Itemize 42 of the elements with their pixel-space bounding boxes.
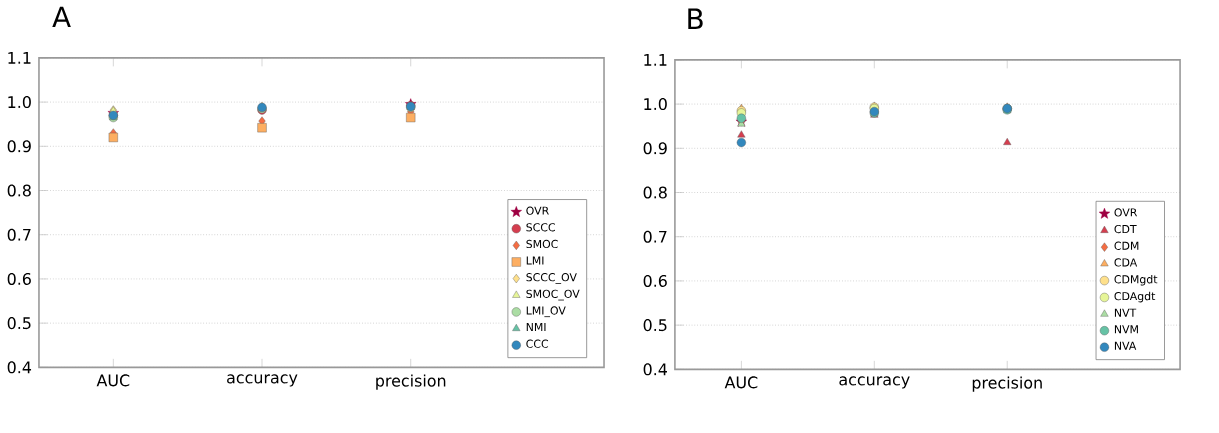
legend-label: SMOC_OV xyxy=(526,289,580,301)
y-tick-label: 1.1 xyxy=(8,51,31,64)
legend-label: NVM xyxy=(1114,325,1138,334)
y-tick-label: 0.8 xyxy=(643,186,667,199)
x-tick-label: AUC xyxy=(96,374,130,387)
legend-label: CDAgdt xyxy=(1114,291,1156,303)
chart-title: A xyxy=(52,6,71,27)
x-tick-label: accuracy xyxy=(839,376,910,389)
legend-label: CDM xyxy=(1114,241,1139,250)
chart-title: B xyxy=(688,8,703,29)
y-tick-label: 0.9 xyxy=(7,140,31,153)
legend-label: SMOC xyxy=(526,239,558,249)
legend-label: SCCC xyxy=(526,223,555,232)
y-tick-label: 0.9 xyxy=(643,142,667,155)
legend-label: CDMgdt xyxy=(1114,274,1158,286)
x-tick-label: precision xyxy=(376,374,446,390)
y-tick-label: 0.7 xyxy=(7,228,31,241)
legend-label: NVA xyxy=(1114,341,1137,350)
legend-label: NMI xyxy=(526,322,546,331)
y-tick-label: 0.8 xyxy=(7,184,31,197)
legend-label: CDA xyxy=(1114,258,1138,267)
x-tick-label: precision xyxy=(972,376,1042,392)
y-tick-label: 1.0 xyxy=(8,95,31,108)
x-tick-label: AUC xyxy=(724,376,758,389)
y-tick-label: 0.4 xyxy=(643,363,667,376)
legend-label: LMI_OV xyxy=(526,306,566,317)
y-tick-label: 0.7 xyxy=(643,230,667,243)
x-tick-label: accuracy xyxy=(227,374,298,387)
legend-label: LMI xyxy=(526,256,544,265)
legend-label: CCC xyxy=(526,339,549,348)
y-tick-label: 0.6 xyxy=(643,274,667,287)
legend-label: NVT xyxy=(1114,308,1137,317)
legend-label: SCCC_OV xyxy=(526,272,577,284)
y-tick-label: 1.1 xyxy=(644,53,667,66)
legend-label: OVR xyxy=(1114,208,1138,217)
legend-label: CDT xyxy=(1114,224,1137,234)
y-tick-label: 0.5 xyxy=(643,318,667,332)
y-tick-label: 1.0 xyxy=(644,97,667,110)
legend-label: OVR xyxy=(526,206,549,215)
y-tick-label: 0.6 xyxy=(7,272,31,285)
y-tick-label: 0.5 xyxy=(7,316,31,330)
y-tick-label: 0.4 xyxy=(7,361,32,374)
